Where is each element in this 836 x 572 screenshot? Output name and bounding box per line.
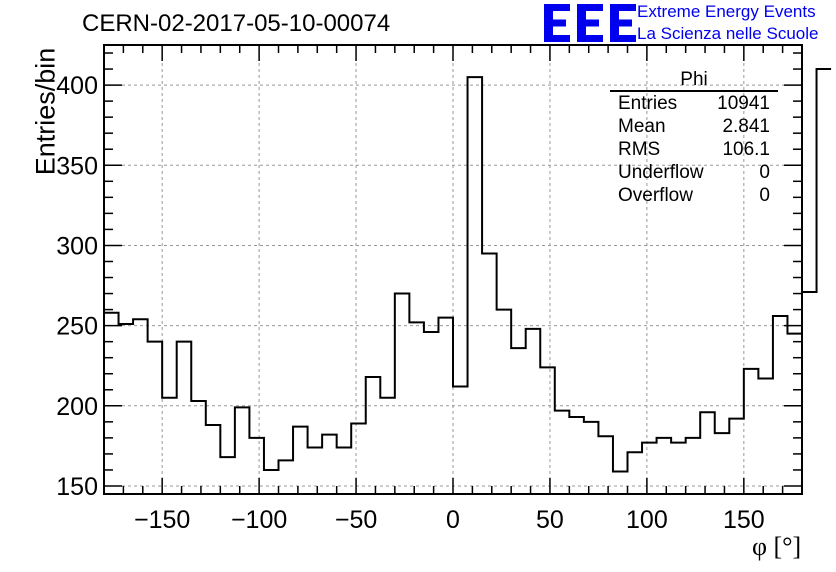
eee-logo-icon [544, 4, 636, 42]
x-tick-label: −50 [335, 506, 377, 534]
y-tick-label: 350 [56, 152, 98, 180]
chart-title: CERN-02-2017-05-10-00074 [82, 10, 391, 37]
y-tick-label: 300 [56, 232, 98, 260]
stats-row-mean: Mean 2.841 [610, 115, 778, 138]
stats-value: 106.1 [722, 139, 770, 160]
stats-row-entries: Entries 10941 [610, 92, 778, 115]
x-tick-label: −150 [134, 506, 190, 534]
axis-tick-labels: −150 −100 −50 0 50 100 150 150 200 250 300 350 400 [56, 72, 764, 534]
x-axis-label: φ [°] [752, 532, 802, 561]
x-tick-label: 50 [536, 506, 564, 534]
stats-row-rms: RMS 106.1 [610, 138, 778, 161]
histogram-series-line [104, 68, 832, 473]
x-tick-label: 150 [723, 506, 765, 534]
stats-box: Phi Entries 10941 Mean 2.841 RMS 106.1 U… [610, 70, 778, 207]
stats-row-underflow: Underflow 0 [610, 161, 778, 184]
stats-value: 0 [759, 185, 770, 206]
stats-title: Phi [610, 70, 778, 92]
y-axis-label: Entries/bin [30, 47, 61, 176]
x-tick-label: 100 [626, 506, 668, 534]
y-tick-label: 250 [56, 313, 98, 341]
logo-text-line1: Extreme Energy Events [637, 2, 816, 21]
stats-label: RMS [618, 139, 661, 160]
stats-label: Underflow [618, 162, 704, 183]
stats-value: 0 [759, 162, 770, 183]
y-tick-label: 200 [56, 393, 98, 421]
stats-label: Mean [618, 116, 666, 137]
axis-ticks [103, 45, 803, 494]
stats-row-overflow: Overflow 0 [610, 184, 778, 207]
stats-value: 2.841 [722, 116, 770, 137]
logo-text-line2: La Scienza nelle Scuole [637, 24, 819, 43]
x-tick-label: −100 [231, 506, 287, 534]
stats-label: Overflow [618, 185, 693, 206]
stats-value: 10941 [717, 93, 770, 114]
y-tick-label: 150 [56, 473, 98, 501]
y-tick-label: 400 [56, 72, 98, 100]
stats-label: Entries [618, 93, 678, 114]
x-tick-label: 0 [446, 506, 460, 534]
